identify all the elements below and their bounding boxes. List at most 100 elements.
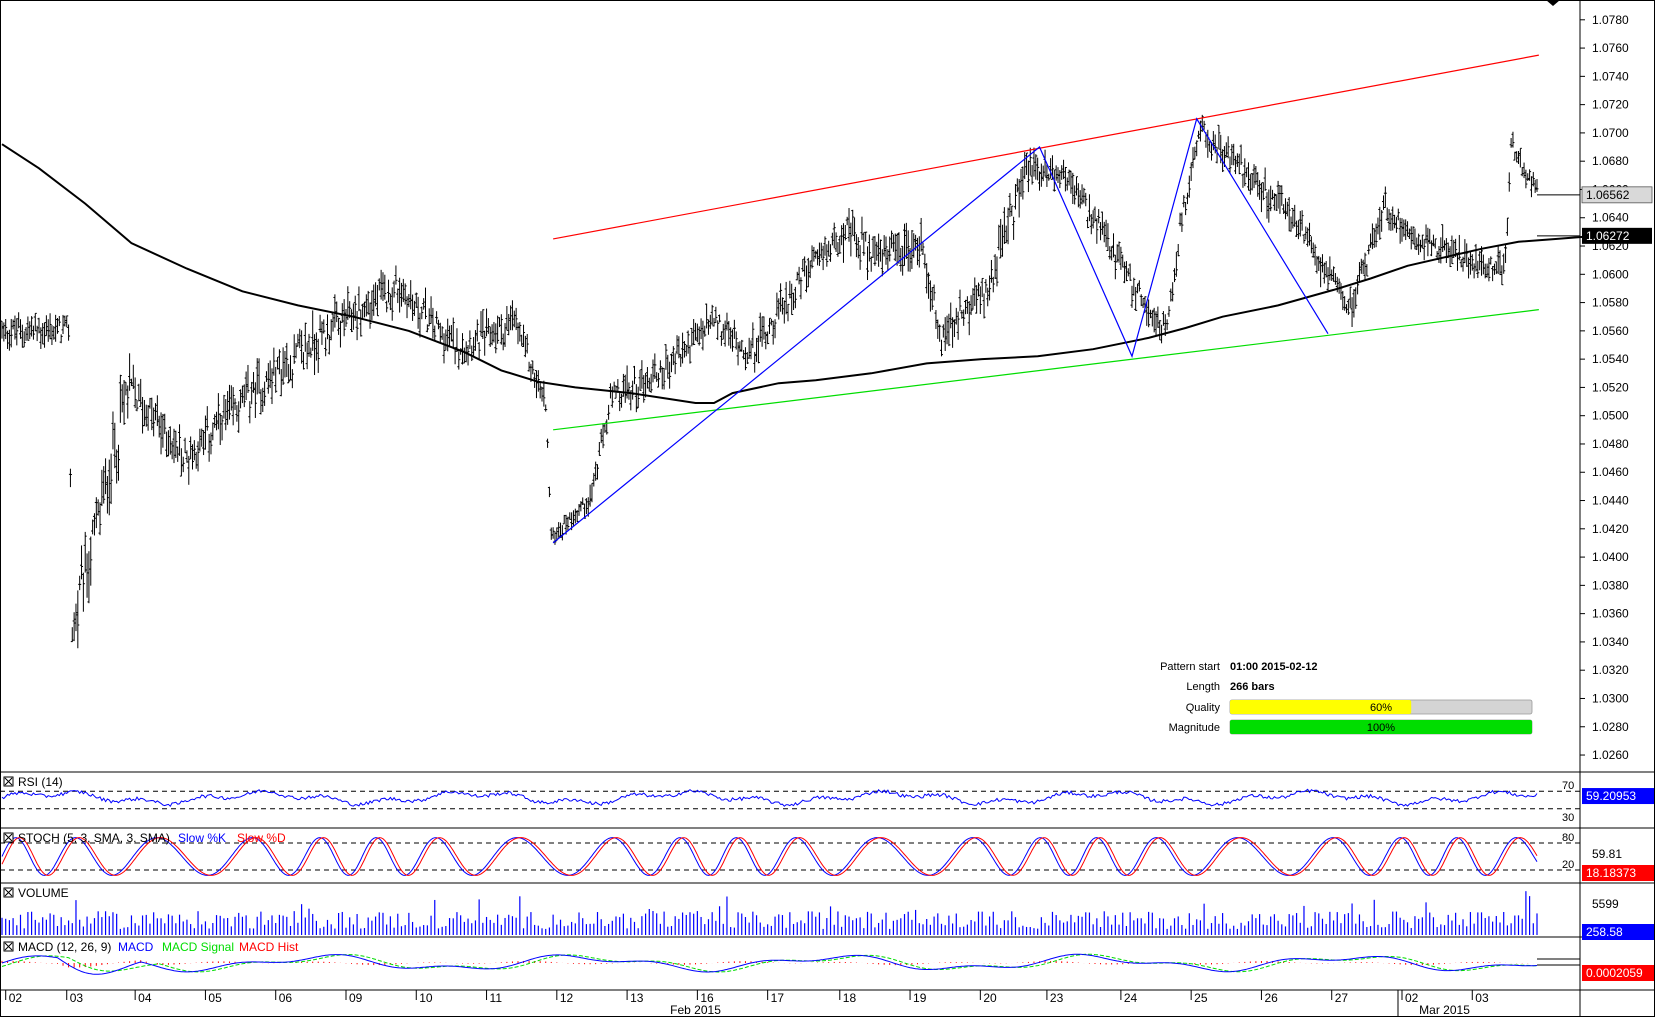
ohlc-bar: [1123, 261, 1127, 284]
ohlc-bar: [179, 448, 183, 477]
ohlc-bar: [387, 279, 391, 303]
volume-value-box: [1582, 924, 1654, 940]
ohlc-bar: [1012, 216, 1016, 240]
ohlc-bar: [375, 284, 379, 317]
ohlc-bar: [1306, 227, 1310, 247]
ohlc-bar: [309, 347, 313, 358]
ohlc-bar: [710, 304, 714, 326]
ohlc-bar: [159, 412, 163, 455]
ohlc-bar: [490, 324, 494, 346]
ohlc-bar: [146, 405, 150, 431]
ohlc-bar: [943, 317, 947, 352]
rsi-panel: RSI (14) 70 30 59.20953: [0, 775, 1654, 824]
ohlc-bar: [81, 572, 85, 612]
ohlc-bar: [1502, 253, 1506, 274]
ohlc-bar: [1099, 222, 1103, 241]
ohlc-bar: [579, 501, 583, 512]
ohlc-bar: [890, 230, 894, 249]
stoch-value-label: 18.18373: [1586, 866, 1636, 880]
ohlc-bar: [1130, 285, 1134, 308]
ohlc-bar: [1193, 146, 1197, 160]
ohlc-bar: [1507, 172, 1511, 192]
ohlc-bar: [832, 222, 836, 249]
ohlc-bar: [682, 341, 686, 358]
ohlc-bar: [1023, 152, 1027, 180]
ohlc-bar: [1241, 173, 1245, 188]
ohlc-bar: [266, 363, 270, 394]
ohlc-bar: [20, 324, 24, 348]
ohlc-bar: [792, 292, 796, 311]
ohlc-bar: [1073, 185, 1077, 205]
rsi-level-70-label: 70: [1562, 780, 1574, 792]
ohlc-bar: [279, 369, 283, 397]
ohlc-bar: [1021, 166, 1025, 200]
ohlc-bar: [1326, 267, 1330, 292]
ohlc-bar: [919, 217, 923, 252]
ohlc-bar: [951, 317, 955, 348]
ohlc-bar: [43, 322, 47, 348]
ohlc-bar: [651, 359, 655, 383]
ohlc-bar: [808, 260, 812, 279]
ohlc-bar: [451, 317, 455, 348]
ohlc-bar: [804, 265, 808, 293]
x-tick-label: 05: [208, 991, 222, 1005]
ohlc-bar: [431, 307, 435, 339]
ohlc-bar: [1147, 299, 1151, 328]
ohlc-bar: [200, 428, 204, 447]
ohlc-bar: [743, 347, 747, 371]
ohlc-bar: [771, 320, 775, 345]
ohlc-bar: [599, 428, 603, 444]
ohlc-bar: [1235, 153, 1239, 167]
ohlc-bar: [202, 430, 206, 456]
ohlc-bar: [213, 414, 217, 428]
ohlc-bar: [374, 282, 378, 307]
x-tick-label: 02: [1405, 991, 1419, 1005]
ohlc-bar: [31, 325, 35, 340]
ohlc-bar: [719, 331, 723, 346]
ohlc-bar: [492, 321, 496, 343]
ohlc-bar: [755, 337, 759, 362]
ohlc-bar: [41, 323, 45, 345]
ohlc-bar: [383, 274, 387, 300]
ohlc-bar: [564, 514, 568, 535]
ohlc-bar: [1300, 210, 1304, 231]
price-tick-label: 1.0480: [1592, 437, 1629, 451]
ohlc-bar: [873, 236, 877, 266]
ohlc-bar: [1367, 244, 1371, 255]
ohlc-bar: [884, 236, 888, 265]
ohlc-bar: [634, 384, 638, 413]
ohlc-bar: [316, 338, 320, 373]
price-tick-label: 1.0680: [1592, 154, 1629, 168]
info-value: 266 bars: [1230, 681, 1275, 693]
ohlc-bar: [190, 444, 194, 470]
ohlc-bar: [927, 272, 931, 299]
info-label: Pattern start: [1160, 661, 1220, 673]
ohlc-bar: [1441, 224, 1445, 253]
ohlc-bar: [1154, 311, 1158, 335]
ohlc-bar: [205, 406, 209, 431]
ohlc-bar: [501, 333, 505, 351]
ohlc-bar: [1485, 263, 1489, 278]
ohlc-bar: [1080, 184, 1084, 205]
ohlc-bar: [509, 305, 513, 331]
ohlc-bar: [499, 314, 503, 345]
ohlc-bar: [340, 303, 344, 323]
ohlc-bar: [1013, 184, 1017, 210]
ohlc-bar: [448, 325, 452, 347]
ohlc-bar: [314, 332, 318, 361]
ohlc-bar: [1518, 147, 1522, 168]
x-tick-label: 10: [419, 991, 433, 1005]
ohlc-bar: [35, 325, 39, 342]
channel-upper-line: [553, 54, 1539, 240]
ohlc-bar: [864, 231, 868, 242]
ohlc-bar: [7, 329, 11, 351]
ohlc-bar: [155, 395, 159, 427]
ohlc-bar: [790, 283, 794, 316]
ohlc-bar: [1370, 223, 1374, 250]
ohlc-bar: [427, 308, 431, 327]
ma-value-box: [1582, 227, 1652, 244]
rsi-value-label: 59.20953: [1586, 789, 1636, 803]
ohlc-bar: [346, 286, 350, 321]
price-tick-label: 1.0420: [1592, 522, 1629, 536]
ohlc-bar: [242, 384, 246, 408]
